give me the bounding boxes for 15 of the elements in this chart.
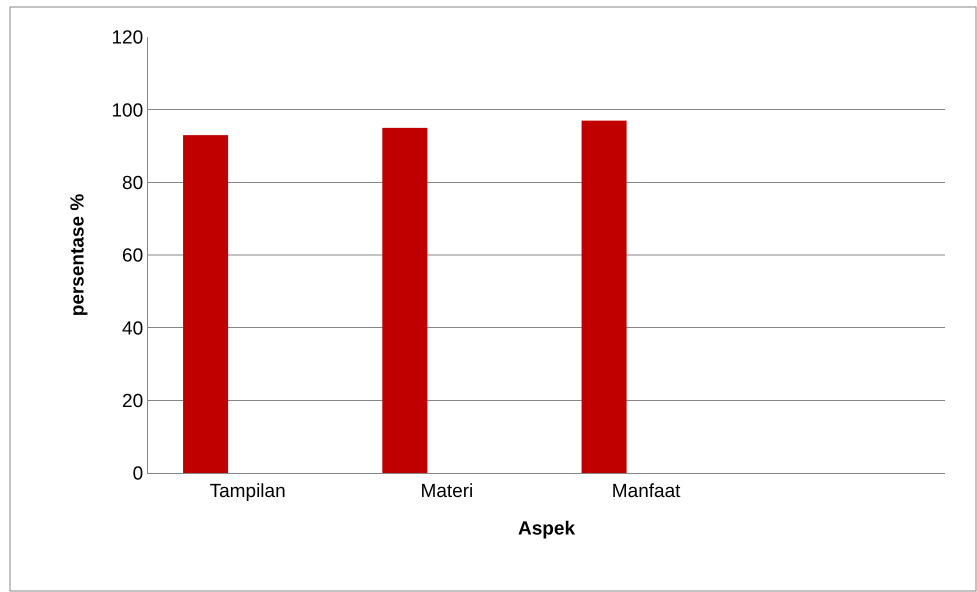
bar (382, 128, 428, 473)
y-tick-label: 20 (122, 390, 144, 412)
y-tick-label: 0 (132, 464, 144, 485)
x-tick-label: Manfaat (612, 480, 682, 502)
x-tick-label: Materi (420, 480, 474, 502)
y-tick-label: 60 (122, 246, 144, 267)
y-tick-label: 40 (122, 318, 144, 340)
bar (183, 135, 228, 473)
y-tick-label: 120 (111, 28, 144, 49)
y-tick-label: 100 (111, 100, 144, 122)
y-tick-label: 80 (122, 172, 144, 194)
y-axis-title: persentase % (67, 194, 88, 316)
x-tick-label: Tampilan (210, 480, 286, 502)
bar (582, 120, 627, 473)
x-axis-title: Aspek (518, 518, 576, 540)
